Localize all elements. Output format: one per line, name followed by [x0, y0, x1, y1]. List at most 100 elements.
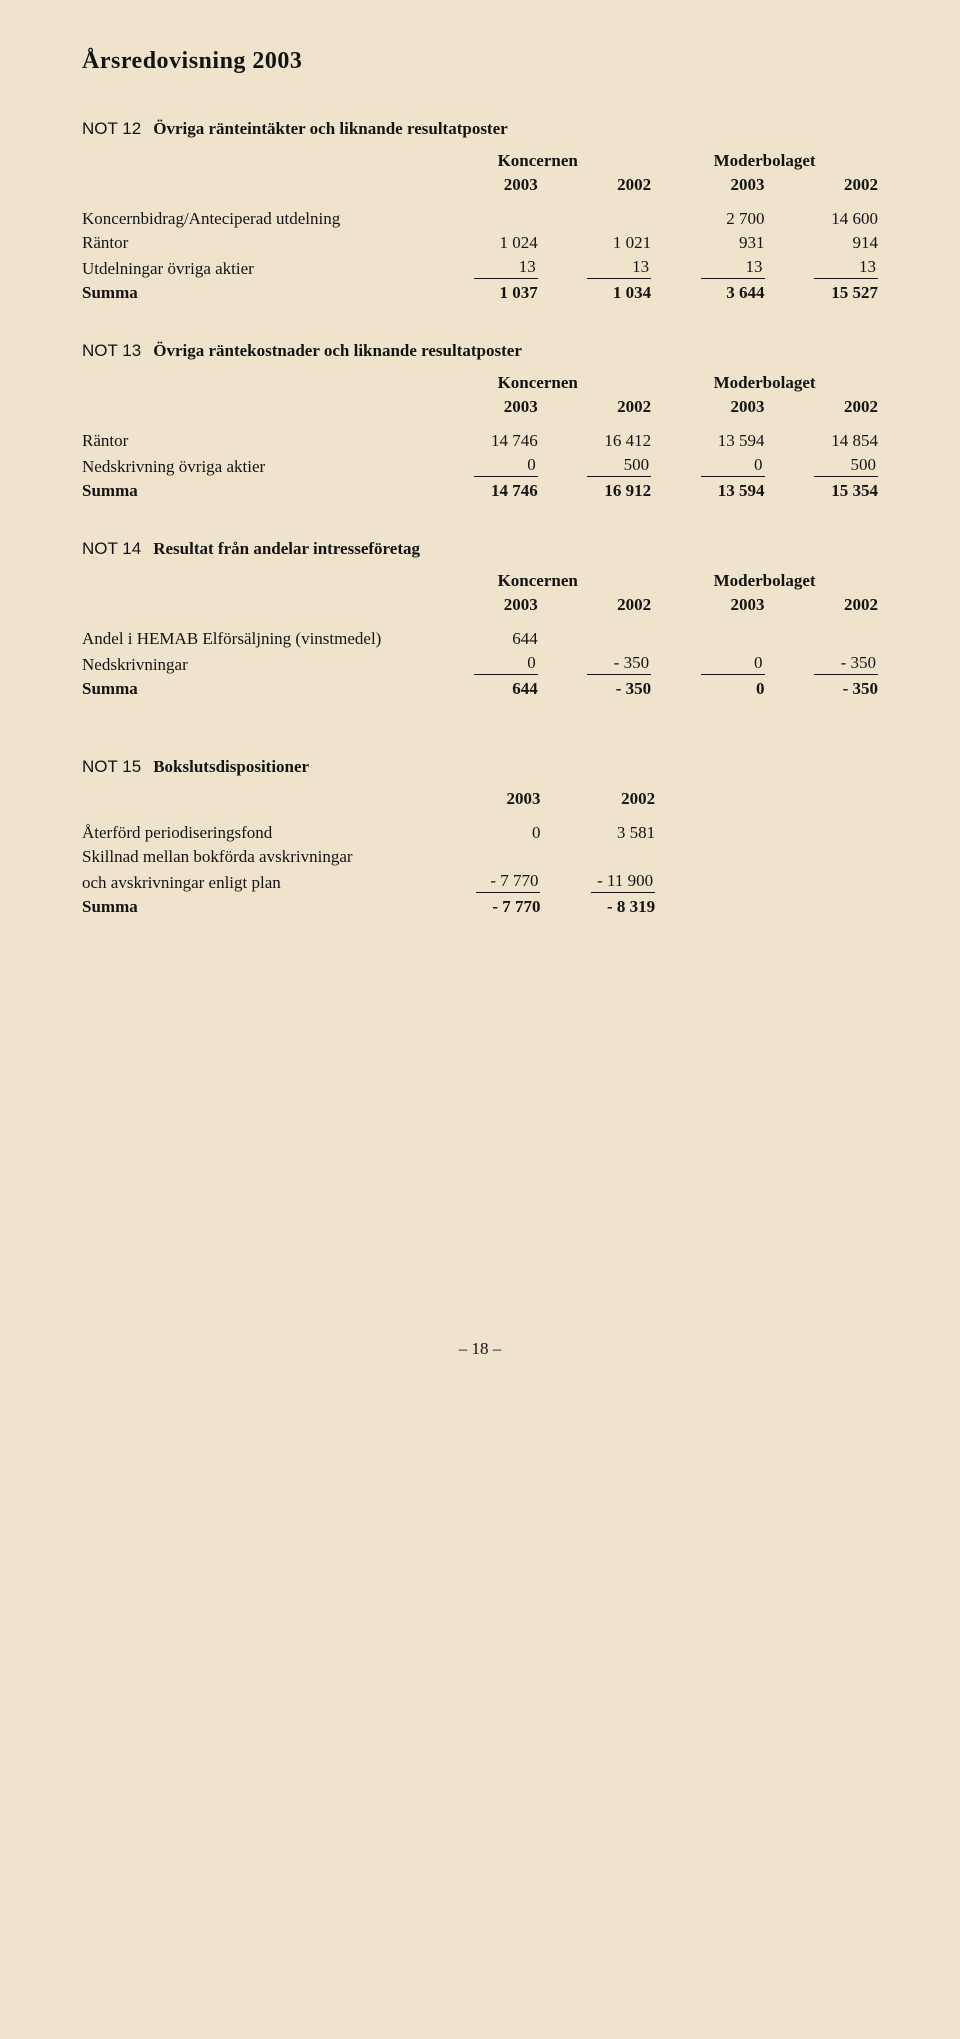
- table-cell: - 8 319: [540, 895, 655, 919]
- row-label: Skillnad mellan bokförda avskrivningar: [82, 845, 426, 869]
- table-cell: 14 746: [424, 479, 537, 503]
- y4: 2002: [765, 593, 878, 617]
- table-cell: 644: [424, 627, 537, 651]
- note-12-title: Övriga ränteintäkter och liknande result…: [153, 119, 507, 138]
- note-15-table: 2003 2002 Återförd periodiseringsfond03 …: [82, 787, 655, 919]
- table-row: Skillnad mellan bokförda avskrivningar: [82, 845, 655, 869]
- note-15-label: NOT 15: [82, 757, 141, 776]
- table-cell: [651, 627, 764, 651]
- group-head-row: Koncernen Moderbolaget: [82, 569, 878, 593]
- table-cell: 14 600: [765, 207, 878, 231]
- table-cell: - 350: [765, 677, 878, 701]
- table-cell: 644: [424, 677, 537, 701]
- y1: 2003: [424, 593, 537, 617]
- note-12-heading: NOT 12 Övriga ränteintäkter och liknande…: [82, 119, 878, 139]
- year-head-row: 2003 2002: [82, 787, 655, 811]
- table-row: Återförd periodiseringsfond03 581: [82, 821, 655, 845]
- table-cell: 3 644: [651, 281, 764, 305]
- row-label: Summa: [82, 479, 424, 503]
- table-cell: 0: [426, 821, 541, 845]
- row-label: Summa: [82, 895, 426, 919]
- table-cell: [540, 845, 655, 869]
- table-row: Räntor1 0241 021931914: [82, 231, 878, 255]
- note-14-label: NOT 14: [82, 539, 141, 558]
- y2: 2002: [540, 787, 655, 811]
- note-13-heading: NOT 13 Övriga räntekostnader och liknand…: [82, 341, 878, 361]
- table-cell: 15 527: [765, 281, 878, 305]
- table-cell: 0: [651, 651, 764, 677]
- row-label: och avskrivningar enligt plan: [82, 869, 426, 895]
- note-14-heading: NOT 14 Resultat från andelar intresseför…: [82, 539, 878, 559]
- table-row: Nedskrivning övriga aktier05000500: [82, 453, 878, 479]
- table-cell: 14 854: [765, 429, 878, 453]
- note-13-table: Koncernen Moderbolaget 2003 2002 2003 20…: [82, 371, 878, 503]
- row-label: Räntor: [82, 231, 424, 255]
- table-cell: 13: [651, 255, 764, 281]
- row-label: Utdelningar övriga aktier: [82, 255, 424, 281]
- table-row: Nedskrivningar0- 3500- 350: [82, 651, 878, 677]
- y2: 2002: [538, 395, 651, 419]
- table-cell: - 7 770: [426, 869, 541, 895]
- row-label: Summa: [82, 281, 424, 305]
- table-row: Summa- 7 770- 8 319: [82, 895, 655, 919]
- table-cell: - 350: [765, 651, 878, 677]
- table-cell: 0: [651, 677, 764, 701]
- table-cell: 500: [765, 453, 878, 479]
- year-head-row: 2003 2002 2003 2002: [82, 395, 878, 419]
- table-row: Summa644- 3500- 350: [82, 677, 878, 701]
- table-row: Summa14 74616 91213 59415 354: [82, 479, 878, 503]
- group-head-row: Koncernen Moderbolaget: [82, 149, 878, 173]
- group-moderbolaget: Moderbolaget: [651, 149, 878, 173]
- row-label: Återförd periodiseringsfond: [82, 821, 426, 845]
- note-15-title: Bokslutsdispositioner: [153, 757, 309, 776]
- group-koncernen: Koncernen: [424, 149, 651, 173]
- group-koncernen: Koncernen: [424, 569, 651, 593]
- table-cell: 931: [651, 231, 764, 255]
- table-row: Räntor14 74616 41213 59414 854: [82, 429, 878, 453]
- table-row: Utdelningar övriga aktier13131313: [82, 255, 878, 281]
- group-koncernen: Koncernen: [424, 371, 651, 395]
- note-13-title: Övriga räntekostnader och liknande resul…: [153, 341, 522, 360]
- y4: 2002: [765, 173, 878, 197]
- table-cell: [426, 845, 541, 869]
- note-14-title: Resultat från andelar intresseföretag: [153, 539, 420, 558]
- table-cell: 0: [424, 453, 537, 479]
- table-cell: [765, 627, 878, 651]
- table-row: Summa1 0371 0343 64415 527: [82, 281, 878, 305]
- table-cell: 1 037: [424, 281, 537, 305]
- table-row: och avskrivningar enligt plan- 7 770- 11…: [82, 869, 655, 895]
- table-cell: [424, 207, 537, 231]
- table-cell: [538, 627, 651, 651]
- group-moderbolaget: Moderbolaget: [651, 569, 878, 593]
- y4: 2002: [765, 395, 878, 419]
- table-cell: 2 700: [651, 207, 764, 231]
- table-cell: 914: [765, 231, 878, 255]
- row-label: Summa: [82, 677, 424, 701]
- table-cell: 0: [651, 453, 764, 479]
- y3: 2003: [651, 593, 764, 617]
- table-cell: 13: [424, 255, 537, 281]
- table-cell: 16 412: [538, 429, 651, 453]
- table-cell: [538, 207, 651, 231]
- table-cell: - 7 770: [426, 895, 541, 919]
- table-cell: 16 912: [538, 479, 651, 503]
- year-head-row: 2003 2002 2003 2002: [82, 173, 878, 197]
- year-head-row: 2003 2002 2003 2002: [82, 593, 878, 617]
- table-cell: 13 594: [651, 479, 764, 503]
- y2: 2002: [538, 593, 651, 617]
- row-label: Nedskrivningar: [82, 651, 424, 677]
- table-cell: 14 746: [424, 429, 537, 453]
- table-cell: - 11 900: [540, 869, 655, 895]
- table-cell: 1 034: [538, 281, 651, 305]
- table-cell: 1 024: [424, 231, 537, 255]
- note-12-table: Koncernen Moderbolaget 2003 2002 2003 20…: [82, 149, 878, 305]
- note-13-label: NOT 13: [82, 341, 141, 360]
- page-root: Årsredovisning 2003 NOT 12 Övriga räntei…: [0, 0, 960, 1419]
- table-cell: 3 581: [540, 821, 655, 845]
- y1: 2003: [426, 787, 541, 811]
- note-15-heading: NOT 15 Bokslutsdispositioner: [82, 757, 878, 777]
- table-row: Koncernbidrag/Anteciperad utdelning2 700…: [82, 207, 878, 231]
- y3: 2003: [651, 173, 764, 197]
- table-cell: 13: [765, 255, 878, 281]
- table-cell: 13: [538, 255, 651, 281]
